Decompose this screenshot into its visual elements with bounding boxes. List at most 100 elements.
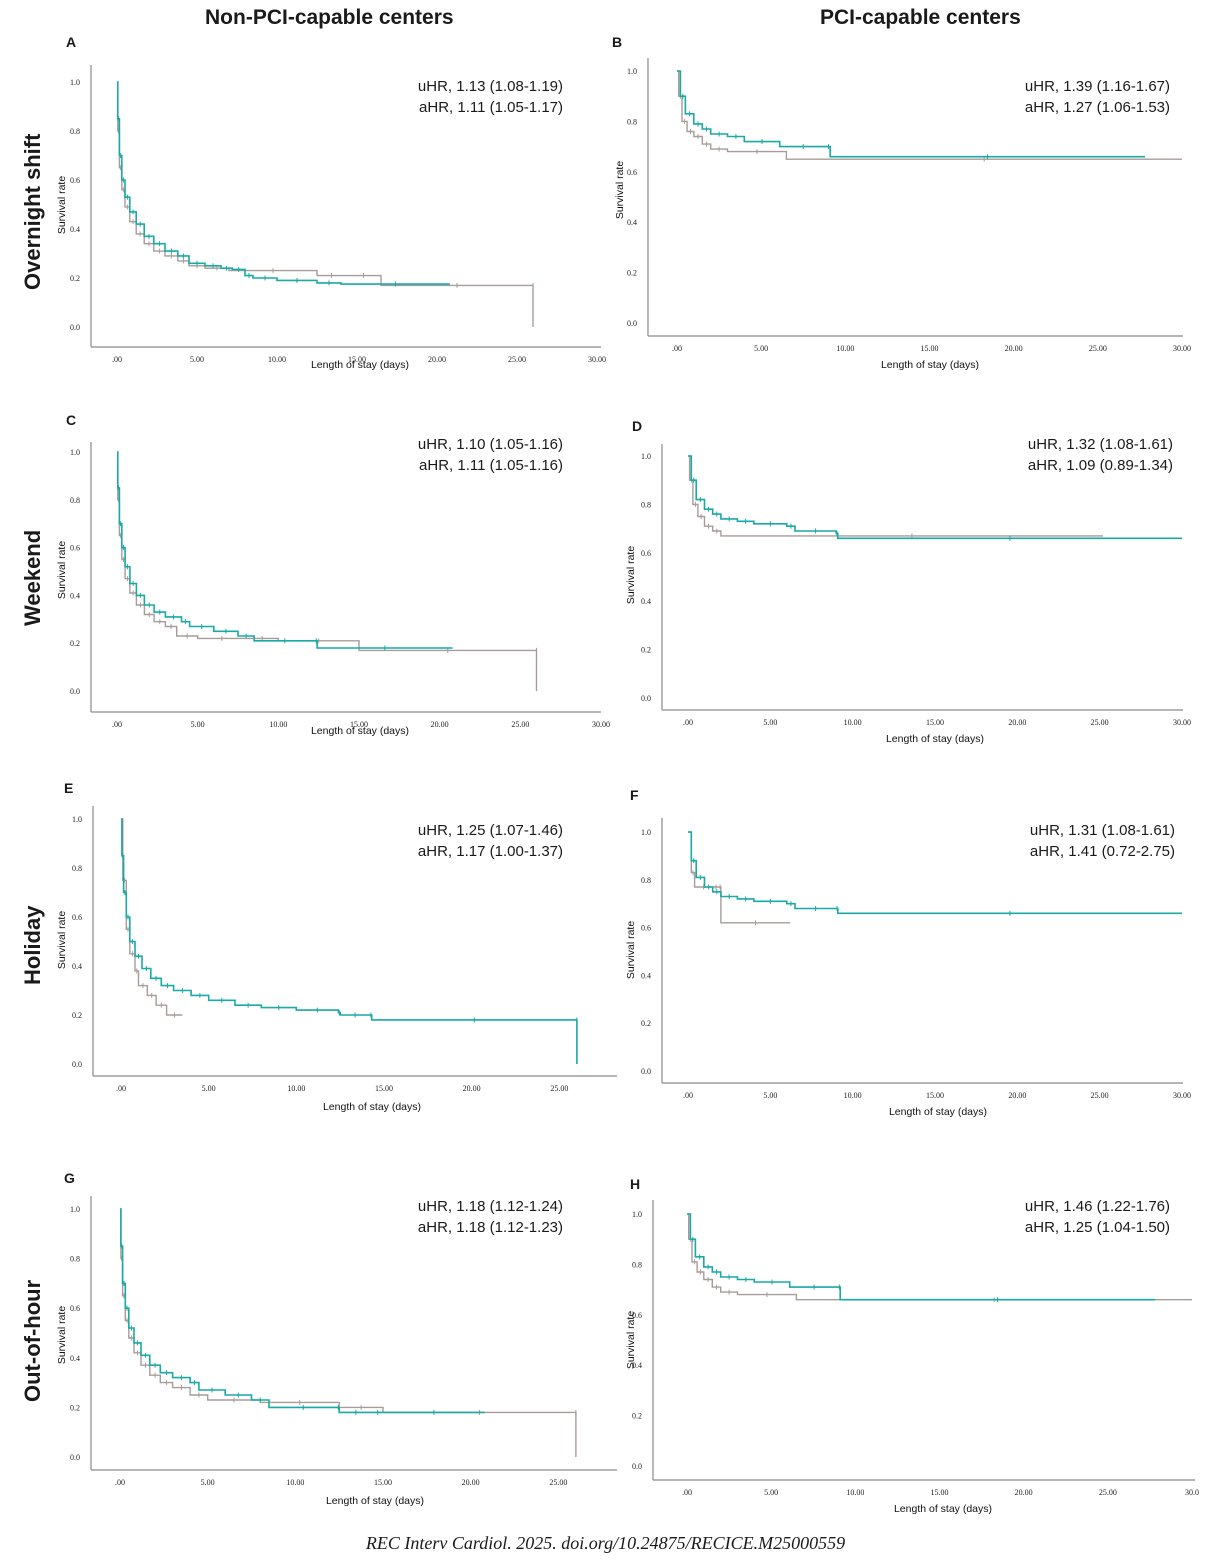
y-tick-label: 0.4 (627, 218, 637, 227)
x-tick-label: 15.00 (926, 718, 944, 727)
adjusted-hr: aHR, 1.41 (0.72-2.75) (1029, 843, 1175, 860)
adjusted-hr: aHR, 1.18 (1.12-1.23) (417, 1219, 563, 1236)
y-tick-label: 0.4 (70, 1354, 80, 1363)
survival-curve-teal (117, 451, 453, 649)
y-tick-label: 0.0 (70, 323, 80, 332)
y-tick-label: 0.2 (627, 269, 637, 278)
x-tick-label: 30.00 (1173, 344, 1191, 353)
x-tick-label: 25.00 (1089, 344, 1107, 353)
x-tick-label: .00 (683, 1091, 693, 1100)
x-tick-label: 20.00 (1008, 1091, 1026, 1100)
y-tick-label: 0.0 (641, 1067, 651, 1076)
x-tick-label: 10.00 (286, 1478, 304, 1487)
x-tick-label: 20.00 (431, 720, 449, 729)
y-tick-label: 0.4 (641, 971, 651, 980)
y-axis-label: Survival rate (625, 921, 637, 980)
citation: REC Interv Cardiol. 2025. doi.org/10.248… (365, 1533, 846, 1553)
y-axis-label: Survival rate (614, 161, 626, 220)
adjusted-hr: aHR, 1.27 (1.06-1.53) (1024, 99, 1170, 116)
x-tick-label: .00 (112, 720, 122, 729)
column-title-pci: PCI-capable centers (820, 6, 1021, 29)
y-tick-label: 0.8 (641, 500, 651, 509)
y-tick-label: 0.6 (627, 168, 637, 177)
column-title-non-pci: Non-PCI-capable centers (205, 6, 454, 29)
x-tick-label: 20.00 (1005, 344, 1023, 353)
x-tick-label: 25.00 (1091, 718, 1109, 727)
x-tick-label: 5.00 (763, 718, 777, 727)
x-tick-label: 20.00 (463, 1084, 481, 1093)
survival-curve-teal (117, 81, 450, 285)
x-tick-label: .00 (116, 1084, 126, 1093)
x-tick-label: 15.00 (921, 344, 939, 353)
panel-letter: C (66, 412, 77, 428)
x-axis-label: Length of stay (days) (323, 1101, 421, 1113)
unadjusted-hr: uHR, 1.46 (1.22-1.76) (1024, 1198, 1170, 1215)
panel-letter: G (64, 1170, 75, 1186)
y-tick-label: 0.0 (70, 687, 80, 696)
x-tick-label: 25.00 (511, 720, 529, 729)
y-tick-label: 0.6 (70, 176, 80, 185)
y-tick-label: 1.0 (632, 1210, 642, 1219)
x-tick-label: 5.00 (202, 1084, 216, 1093)
hazard-ratio-annotation: uHR, 1.18 (1.12-1.24) aHR, 1.18 (1.12-1.2… (418, 1196, 563, 1238)
y-tick-label: 0.8 (627, 117, 637, 126)
y-tick-label: 0.6 (641, 924, 651, 933)
x-axis-label: Length of stay (days) (311, 359, 409, 371)
x-tick-label: 30.00 (592, 720, 610, 729)
x-tick-label: 5.00 (191, 720, 205, 729)
adjusted-hr: aHR, 1.25 (1.04-1.50) (1024, 1219, 1170, 1236)
x-tick-label: 25.00 (508, 355, 526, 364)
y-tick-label: 0.0 (72, 1060, 82, 1069)
x-axis-label: Length of stay (days) (881, 359, 979, 371)
x-tick-label: 10.00 (844, 718, 862, 727)
x-tick-label: 20.00 (462, 1478, 480, 1487)
y-tick-label: 0.6 (632, 1311, 642, 1320)
x-tick-label: 25.00 (1091, 1091, 1109, 1100)
y-tick-label: 0.0 (627, 319, 637, 328)
x-tick-label: 5.00 (764, 1488, 778, 1497)
hazard-ratio-annotation: uHR, 1.25 (1.07-1.46) aHR, 1.17 (1.00-1.3… (418, 820, 563, 862)
unadjusted-hr: uHR, 1.10 (1.05-1.16) (417, 436, 563, 453)
y-tick-label: 1.0 (641, 452, 651, 461)
adjusted-hr: aHR, 1.11 (1.05-1.17) (419, 99, 563, 116)
y-tick-label: 1.0 (72, 815, 82, 824)
hazard-ratio-annotation: uHR, 1.32 (1.08-1.61) aHR, 1.09 (0.89-1.3… (1028, 434, 1173, 476)
row-title-overnight-shift: Overnight shift (20, 133, 45, 290)
survival-curve-teal (120, 1208, 485, 1414)
x-axis-label: Length of stay (days) (886, 733, 984, 745)
y-tick-label: 1.0 (70, 448, 80, 457)
x-tick-label: 5.00 (190, 355, 204, 364)
y-tick-label: 0.2 (70, 1403, 80, 1412)
y-tick-label: 0.8 (632, 1260, 642, 1269)
y-tick-label: 0.8 (72, 864, 82, 873)
unadjusted-hr: uHR, 1.39 (1.16-1.67) (1024, 78, 1170, 95)
y-tick-label: 0.2 (72, 1011, 82, 1020)
x-axis-label: Length of stay (days) (311, 725, 409, 737)
y-tick-label: 0.0 (632, 1462, 642, 1471)
x-tick-label: 5.00 (763, 1091, 777, 1100)
row-title-holiday: Holiday (20, 905, 45, 985)
y-tick-label: 0.8 (70, 496, 80, 505)
panel-letter: D (632, 418, 643, 434)
hazard-ratio-annotation: uHR, 1.39 (1.16-1.67) aHR, 1.27 (1.06-1.5… (1025, 76, 1170, 118)
y-tick-label: 0.6 (70, 1304, 80, 1313)
x-tick-label: 25.00 (550, 1084, 568, 1093)
x-tick-label: 15.00 (926, 1091, 944, 1100)
x-tick-label: 15.00 (931, 1488, 949, 1497)
x-tick-label: 20.00 (428, 355, 446, 364)
y-axis-label: Survival rate (625, 546, 637, 605)
hazard-ratio-annotation: uHR, 1.31 (1.08-1.61) aHR, 1.41 (0.72-2.7… (1030, 820, 1175, 862)
x-tick-label: 30.00 (1173, 1091, 1191, 1100)
unadjusted-hr: uHR, 1.18 (1.12-1.24) (417, 1198, 563, 1215)
hazard-ratio-annotation: uHR, 1.46 (1.22-1.76) aHR, 1.25 (1.04-1.5… (1025, 1196, 1170, 1238)
survival-curve-gray (117, 81, 534, 327)
y-tick-label: 0.2 (70, 274, 80, 283)
y-tick-label: 0.6 (70, 544, 80, 553)
y-axis-label: Survival rate (56, 1306, 68, 1365)
y-tick-label: 0.6 (641, 549, 651, 558)
y-tick-label: 0.0 (641, 694, 651, 703)
